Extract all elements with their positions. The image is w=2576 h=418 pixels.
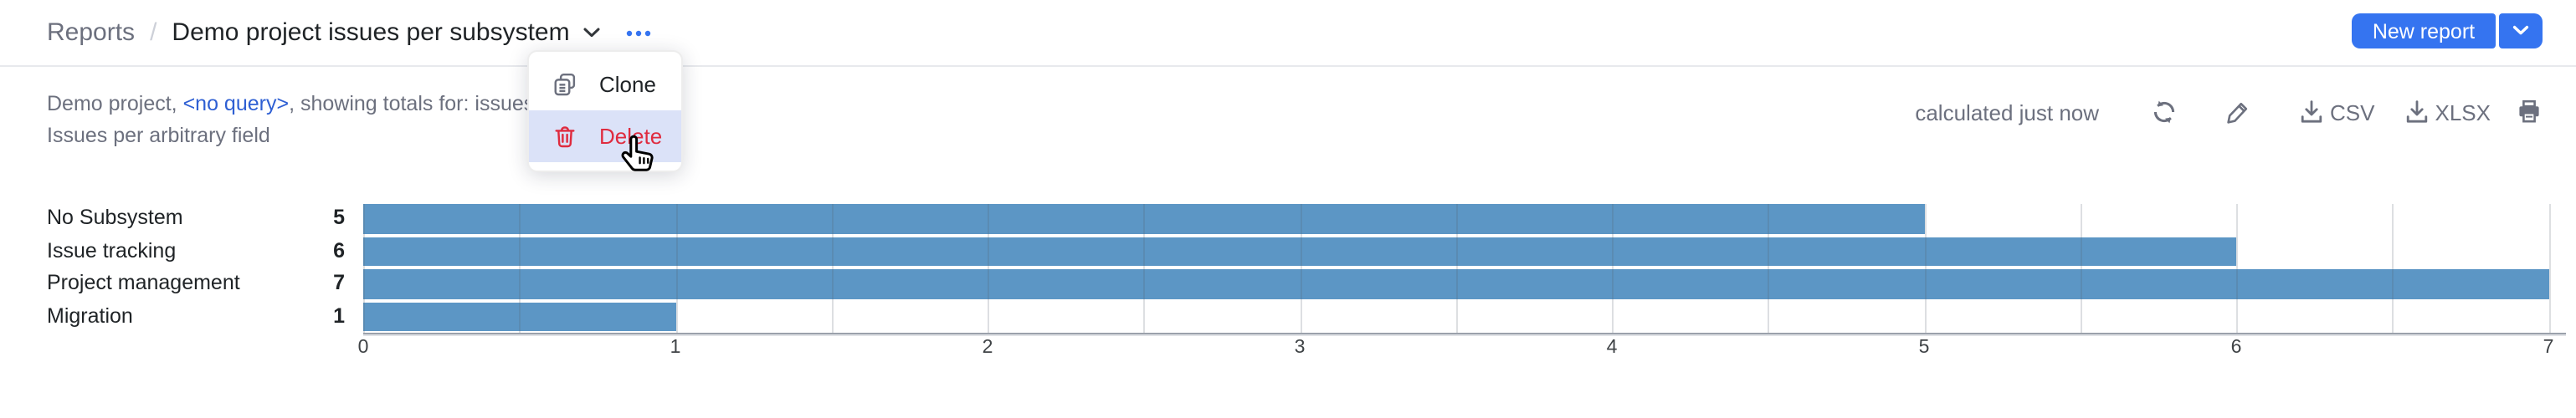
calculated-status: calculated just now (1915, 99, 2100, 125)
gridline (1768, 204, 1770, 333)
printer-icon[interactable] (2516, 99, 2543, 125)
refresh-icon[interactable] (2151, 99, 2178, 125)
x-tick-label: 6 (2230, 337, 2242, 357)
csv-label: CSV (2330, 99, 2375, 125)
report-summary-line1: Demo project, <no query>, showing totals… (47, 89, 591, 120)
report-summary: Demo project, <no query>, showing totals… (47, 89, 591, 150)
category-label: Issue tracking (47, 238, 177, 262)
gridline (2548, 204, 2550, 333)
gridline (675, 204, 677, 333)
x-tick-label: 7 (2543, 337, 2554, 357)
chevron-down-icon (2512, 25, 2529, 35)
new-report-split-button: New report (2352, 13, 2543, 48)
menu-item-delete[interactable]: Delete (529, 110, 681, 161)
plot-area (363, 204, 2550, 333)
page-title: Demo project issues per subsystem (172, 18, 570, 47)
value-label: 7 (333, 271, 345, 294)
gridline (2236, 204, 2238, 333)
summary-prefix: Demo project, (47, 92, 183, 115)
trash-icon (552, 124, 577, 149)
bar[interactable] (363, 204, 1924, 233)
category-label: Project management (47, 271, 240, 294)
x-tick-label: 1 (670, 337, 681, 357)
gridline (988, 204, 989, 333)
top-bar: Reports / Demo project issues per subsys… (0, 0, 2576, 67)
gridline (1455, 204, 1458, 333)
gridline (363, 204, 365, 333)
breadcrumb: Reports / Demo project issues per subsys… (47, 18, 655, 47)
title-chevron-down-icon[interactable] (583, 27, 602, 38)
export-csv-button[interactable]: CSV (2298, 99, 2375, 125)
gridline (1924, 204, 1926, 333)
bar[interactable] (363, 302, 675, 331)
query-link[interactable]: <no query> (182, 92, 290, 115)
x-tick-label: 0 (357, 337, 369, 357)
report-summary-line2: Issues per arbitrary field (47, 123, 270, 146)
x-axis-ticks: 0 1 2 3 4 5 6 7 (358, 337, 2554, 360)
gridline (2080, 204, 2082, 333)
gridline (2392, 204, 2394, 333)
gridline (1612, 204, 1614, 333)
bar[interactable] (363, 269, 2548, 298)
download-icon (2301, 100, 2322, 123)
gridline (519, 204, 521, 333)
menu-item-label: Clone (599, 72, 656, 98)
value-label: 5 (333, 206, 345, 229)
kebab-menu-icon[interactable] (623, 26, 655, 39)
xlsx-label: XLSX (2435, 99, 2491, 125)
gridline (1143, 204, 1146, 333)
x-tick-label: 4 (1606, 337, 1618, 357)
category-label: Migration (47, 303, 133, 327)
x-tick-label: 3 (1294, 337, 1306, 357)
edit-pencil-icon[interactable] (2224, 99, 2251, 125)
report-toolbar: calculated just now CSV X (1915, 97, 2543, 127)
download-icon (2406, 100, 2427, 123)
bar[interactable] (363, 237, 2236, 266)
menu-item-label: Delete (599, 123, 663, 149)
gridline (831, 204, 834, 333)
gridline (1300, 204, 1301, 333)
context-menu: Clone Delete (527, 49, 683, 171)
x-axis-line (363, 332, 2566, 334)
value-label: 6 (333, 238, 345, 262)
menu-item-clone[interactable]: Clone (529, 59, 681, 110)
breadcrumb-separator: / (150, 18, 157, 47)
clone-icon (552, 73, 577, 98)
new-report-button[interactable]: New report (2352, 13, 2496, 48)
x-tick-label: 2 (982, 337, 993, 357)
breadcrumb-reports-link[interactable]: Reports (47, 18, 136, 47)
value-label: 1 (333, 303, 345, 327)
export-xlsx-button[interactable]: XLSX (2404, 99, 2491, 125)
new-report-dropdown-button[interactable] (2499, 13, 2543, 48)
category-label: No Subsystem (47, 206, 183, 229)
x-tick-label: 5 (1918, 337, 1930, 357)
